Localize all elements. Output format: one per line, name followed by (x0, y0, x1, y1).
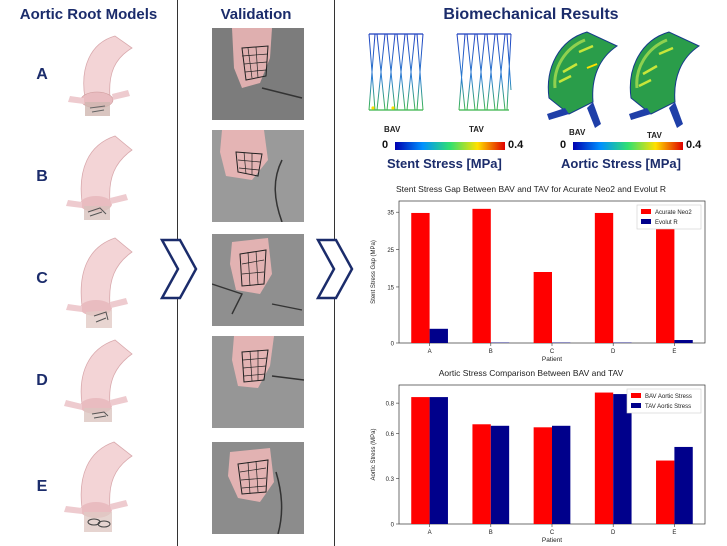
x-tick-label: D (611, 530, 616, 536)
row-label-d: D (36, 372, 48, 389)
row-label-c: C (36, 270, 48, 287)
chevron-right-icon (315, 238, 354, 300)
stent-bav-label: BAV (384, 125, 401, 134)
legend-label: TAV Aortic Stress (645, 404, 691, 410)
aortic-model-d (64, 339, 133, 422)
y-tick-label: 15 (387, 285, 394, 291)
aorta-render-bav (547, 31, 619, 128)
y-tick-label: 0.3 (386, 477, 395, 483)
aorta-bav-label: BAV (569, 128, 586, 137)
y-tick-label: 25 (387, 248, 394, 254)
bar-d-series1 (594, 392, 614, 524)
chart1-title: Stent Stress Gap Between BAV and TAV for… (395, 184, 667, 194)
aortic-colorbar-min: 0 (560, 139, 567, 151)
validation-panel-title: Validation (220, 6, 292, 23)
legend-swatch (641, 209, 651, 214)
y-axis-label: Aortic Stress (MPa) (371, 428, 377, 480)
aorta-tav-label: TAV (647, 131, 662, 140)
stent-colorbar-max: 0.4 (508, 139, 524, 151)
row-label-b: B (36, 168, 48, 185)
bar-a-series2 (429, 328, 448, 343)
row-label-e: E (36, 478, 48, 495)
x-tick-label: B (489, 349, 493, 355)
validation-panel: Validation (178, 0, 335, 546)
bar-b-series1 (472, 208, 491, 343)
x-axis-label: Patient (542, 356, 562, 363)
fluoroscopy-image-d (212, 336, 304, 428)
fluoroscopy-image-b (212, 130, 304, 222)
x-tick-label: C (550, 530, 555, 536)
y-tick-label: 0.8 (386, 402, 395, 408)
aortic-stress-colorbar (573, 142, 683, 150)
aortic-stress-comparison-chart: 0 0.3 0.6 0.8 Aortic Stress (MPa) A B C D E Patien… (371, 384, 706, 544)
x-tick-label: B (489, 530, 493, 536)
chart2-title: Aortic Stress Comparison Between BAV and… (438, 368, 624, 378)
legend-swatch (631, 403, 641, 408)
x-tick-label: E (672, 349, 676, 355)
bar-e-series2 (674, 446, 693, 524)
y-tick-label: 35 (387, 211, 394, 217)
stent-render-bav (368, 33, 424, 111)
stent-render-tav (456, 33, 512, 111)
bar-a-series1 (411, 397, 430, 524)
y-tick-label: 0 (391, 342, 395, 348)
biomechanical-results-panel: Biomechanical Results BAV TAV (335, 0, 727, 546)
stent-tav-label: TAV (469, 125, 484, 134)
y-tick-label: 0.6 (386, 432, 395, 438)
bar-e-series2 (674, 340, 693, 343)
bar-b-series2 (490, 425, 510, 524)
legend-label: Acurate Neo2 (655, 210, 692, 216)
aortic-colorbar-max: 0.4 (686, 139, 702, 151)
y-tick-label: 0 (391, 523, 395, 529)
aortic-model-b (66, 135, 133, 220)
legend-swatch (641, 219, 651, 224)
stent-stress-gap-chart: 0 15 25 35 Stent Stress Gap (MPa) A B C D E Patien… (371, 200, 706, 363)
bar-d-series1 (594, 212, 614, 343)
y-axis-label: Stent Stress Gap (MPa) (371, 240, 377, 304)
x-tick-label: E (672, 530, 676, 536)
x-axis-label: Patient (542, 537, 562, 544)
aortic-root-models-panel: Aortic Root Models A B C D E (0, 0, 178, 546)
fluoroscopy-image-a (212, 28, 304, 120)
aortic-stress-title: Aortic Stress [MPa] (561, 156, 681, 171)
stent-stress-title: Stent Stress [MPa] (387, 156, 502, 171)
results-panel-title: Biomechanical Results (443, 6, 619, 23)
bar-c-series1 (533, 272, 552, 343)
bar-a-series2 (429, 397, 448, 524)
bar-d-series2 (613, 394, 632, 524)
bar-e-series1 (656, 215, 675, 343)
fluoroscopy-image-c (212, 234, 304, 326)
bar-c-series2 (552, 425, 571, 524)
bar-a-series1 (411, 212, 430, 343)
fluoroscopy-image-e (212, 442, 304, 534)
aortic-model-c (66, 237, 133, 328)
legend-label: BAV Aortic Stress (645, 394, 692, 400)
bar-c-series1 (533, 427, 552, 524)
x-tick-label: A (428, 530, 432, 536)
stent-stress-colorbar (395, 142, 505, 150)
bar-e-series1 (656, 460, 675, 524)
row-label-a: A (36, 66, 48, 83)
aortic-model-e (64, 441, 133, 532)
chevron-right-icon (159, 238, 198, 300)
bar-b-series1 (472, 424, 491, 524)
models-panel-title: Aortic Root Models (19, 6, 158, 23)
legend-swatch (631, 393, 641, 398)
aorta-render-tav (629, 31, 701, 128)
x-tick-label: D (611, 349, 616, 355)
legend-label: Evolut R (655, 220, 678, 226)
x-tick-label: C (550, 349, 555, 355)
x-tick-label: A (428, 349, 432, 355)
aortic-model-a (68, 35, 133, 116)
stent-colorbar-min: 0 (382, 139, 389, 151)
